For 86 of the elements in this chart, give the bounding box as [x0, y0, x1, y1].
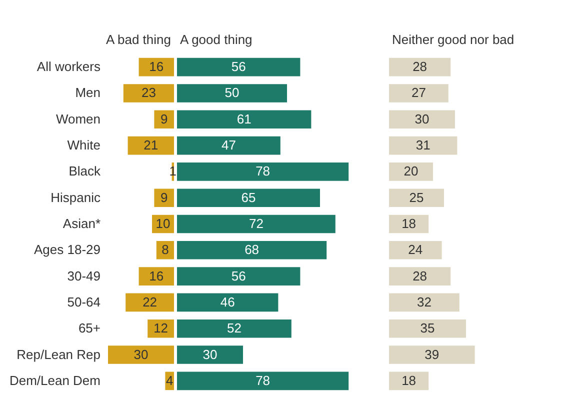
bar: [177, 346, 243, 364]
bar: [177, 188, 320, 207]
data-label: 23: [141, 85, 156, 100]
bar: [389, 267, 451, 286]
bar: [389, 188, 444, 207]
bar: [177, 267, 300, 286]
y-tick-label: Men: [75, 85, 100, 100]
bar: [154, 110, 174, 129]
data-label: 10: [156, 216, 170, 231]
bar: [128, 136, 174, 155]
data-label: 47: [221, 138, 236, 153]
data-label: 9: [160, 111, 168, 126]
data-label: 28: [412, 268, 428, 284]
data-label: 30: [134, 346, 148, 362]
data-label: 18: [402, 372, 416, 388]
data-label: 72: [248, 216, 264, 231]
data-label: 21: [144, 138, 158, 153]
y-tick-label: 50-64: [67, 294, 100, 310]
data-label: 12: [154, 320, 168, 336]
bar: [389, 319, 466, 338]
bar: [138, 267, 174, 286]
bar: [177, 293, 278, 312]
y-tick-label: Hispanic: [50, 190, 101, 205]
bar: [389, 346, 475, 364]
data-label: 30: [202, 346, 218, 362]
data-label: 61: [236, 111, 252, 126]
data-label: 4: [166, 372, 174, 388]
y-tick-label: Black: [68, 164, 101, 179]
data-label: 32: [416, 294, 432, 310]
data-label: 56: [231, 268, 246, 284]
data-label: 39: [424, 346, 440, 362]
data-label: 8: [162, 242, 169, 258]
data-label: 65: [241, 190, 256, 205]
data-label: 35: [420, 320, 435, 336]
data-label: 31: [416, 138, 430, 153]
bar: [389, 110, 455, 129]
data-label: 52: [226, 320, 242, 336]
bar: [389, 136, 458, 155]
bar: [389, 293, 460, 312]
data-label: 78: [256, 372, 270, 388]
bar: [177, 162, 349, 181]
data-label: 78: [256, 164, 270, 179]
bar: [177, 58, 300, 76]
data-label: 24: [408, 242, 423, 258]
series-label: A good thing: [180, 32, 252, 47]
data-label: 18: [402, 216, 416, 231]
y-tick-label: 65+: [78, 320, 100, 336]
data-label: 30: [414, 111, 430, 126]
data-label: 25: [409, 190, 424, 205]
data-label: 16: [149, 268, 164, 284]
bar: [177, 136, 280, 155]
data-label: 46: [220, 294, 235, 310]
data-label: 50: [224, 85, 240, 100]
data-label: 28: [412, 59, 428, 74]
data-label: 68: [244, 242, 260, 258]
bar: [177, 84, 287, 102]
y-tick-label: White: [67, 138, 100, 153]
y-tick-label: Ages 18-29: [34, 242, 100, 258]
bar: [177, 214, 336, 234]
bar: [108, 346, 174, 364]
bar: [154, 188, 174, 207]
bar: [389, 241, 442, 260]
data-label: 9: [160, 190, 168, 205]
y-tick-label: 30-49: [67, 268, 100, 284]
bar: [177, 241, 327, 260]
data-label: 56: [231, 59, 246, 74]
bar: [126, 293, 174, 312]
y-tick-label: Women: [56, 111, 100, 126]
bar: [389, 58, 451, 76]
bar: [148, 319, 174, 338]
y-tick-label: Dem/Lean Dem: [9, 372, 100, 388]
series-label: A bad thing: [106, 32, 171, 47]
data-label: 16: [149, 59, 164, 74]
y-tick-label: All workers: [36, 59, 101, 74]
bar: [177, 319, 292, 338]
data-label: 20: [404, 164, 418, 179]
y-tick-label: Rep/Lean Rep: [16, 346, 100, 362]
bar: [389, 84, 448, 102]
data-label: 27: [411, 85, 426, 100]
bar: [123, 84, 174, 102]
bar: [177, 372, 349, 390]
data-label: 22: [142, 294, 158, 310]
y-tick-label: Asian*: [62, 216, 100, 231]
bar: [177, 110, 312, 129]
series-label: Neither good nor bad: [392, 32, 514, 47]
bar: [389, 162, 433, 181]
